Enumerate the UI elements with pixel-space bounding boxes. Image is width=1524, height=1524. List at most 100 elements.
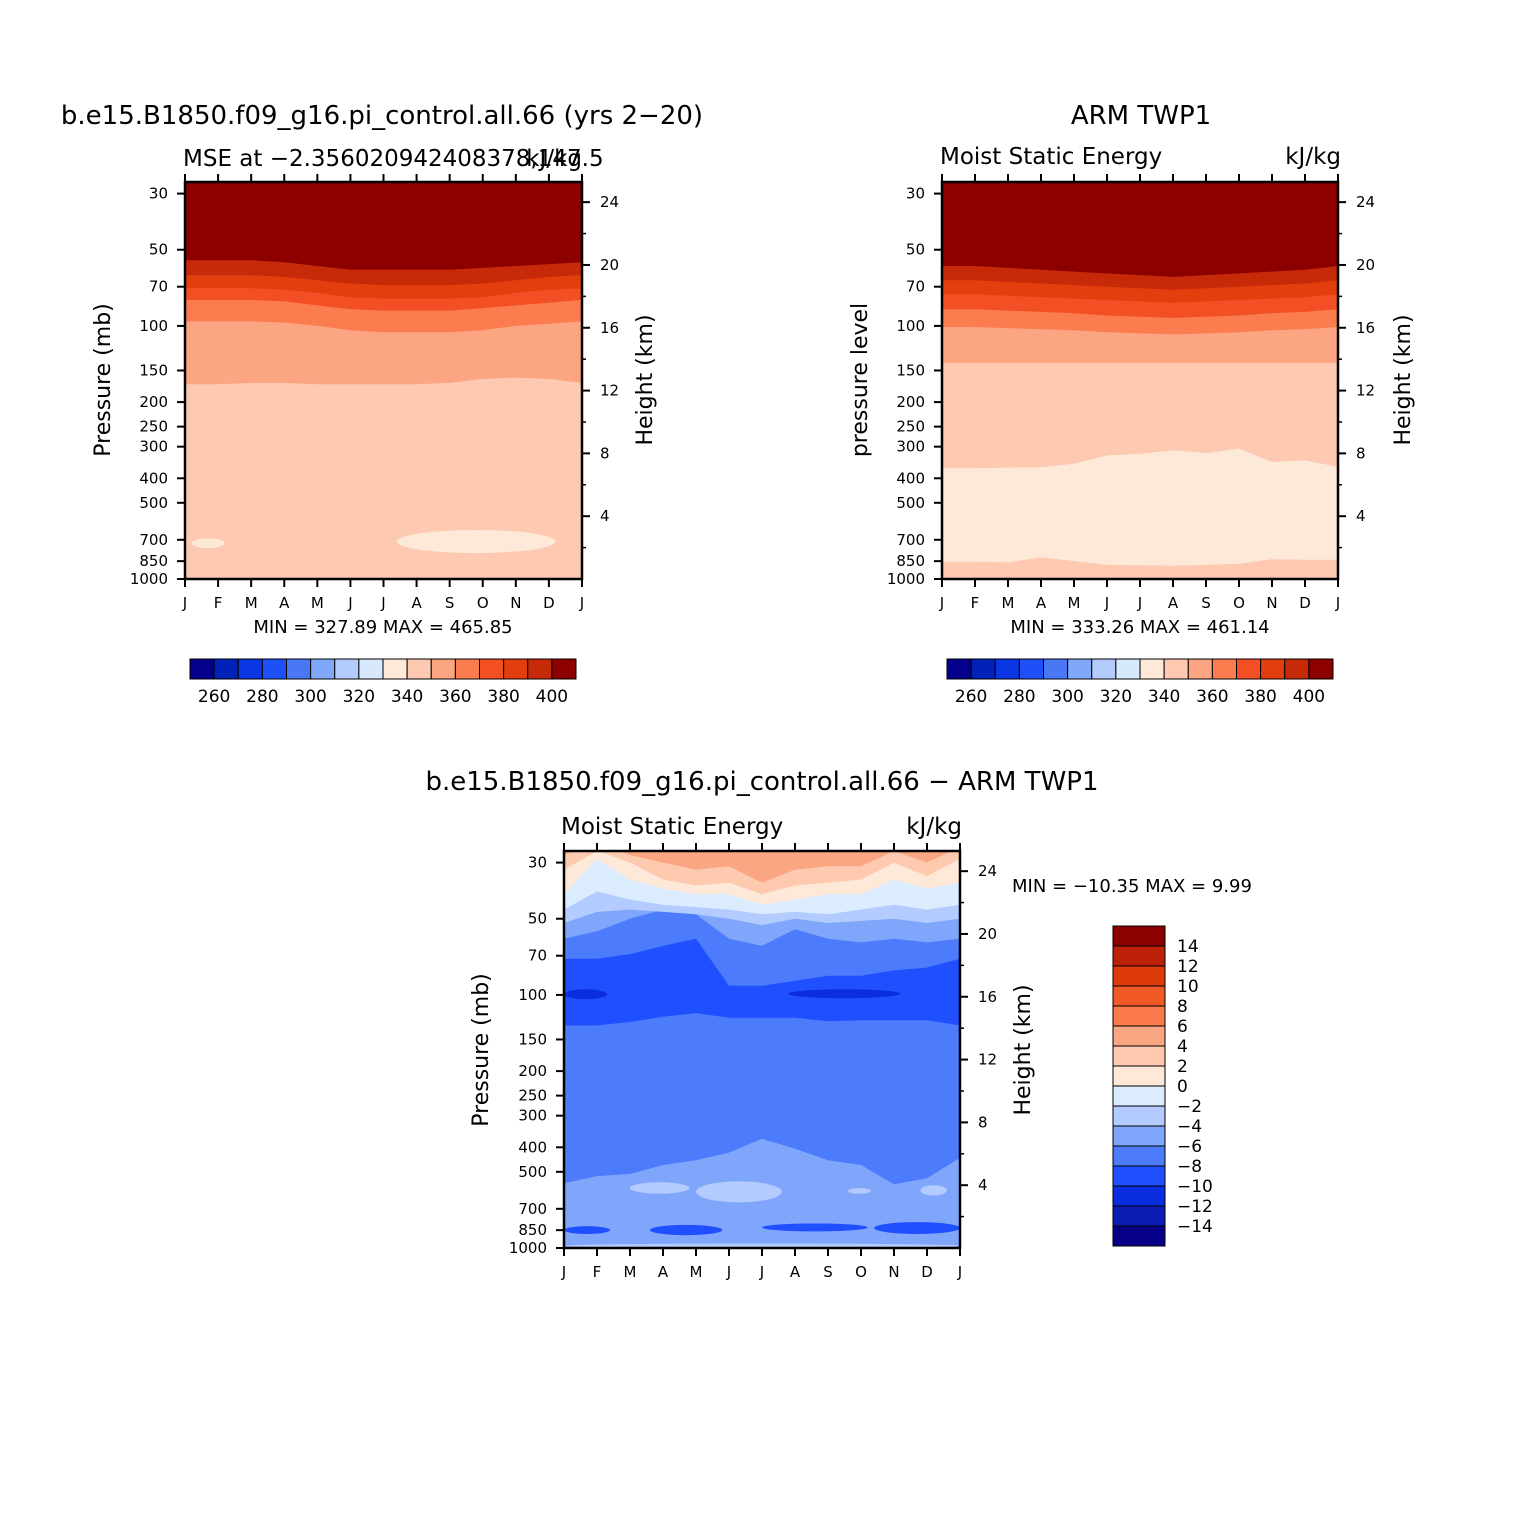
colorbar-label: −2	[1177, 1097, 1202, 1117]
panel-difference-ylabel: Pressure (mb)	[469, 973, 494, 1127]
panel-difference-axes: J F M A M J J A S O N D J 30 50 70 100 150 200 250 300 400 500…	[509, 843, 997, 1281]
contour-region-low-level-cold-band	[874, 1222, 960, 1234]
colorbar-swatch	[237, 658, 263, 680]
height-tick-label: 12	[978, 1051, 997, 1069]
x-tick-label: J	[182, 594, 187, 612]
x-tick-label: A	[1036, 594, 1047, 612]
x-tick-label: J	[726, 1263, 731, 1281]
panel-model-colorbar: 260 280 300 320 340 360 380 400	[189, 658, 577, 707]
x-tick-label: S	[823, 1263, 833, 1281]
colorbar-label: 280	[1003, 687, 1035, 707]
colorbar-swatch	[1112, 1205, 1166, 1227]
colorbar-label: 2	[1177, 1057, 1188, 1077]
y-tick-label: 850	[139, 552, 168, 570]
colorbar-label: 300	[1051, 687, 1083, 707]
colorbar-swatch	[1260, 658, 1286, 680]
colorbar-swatch	[1112, 1005, 1166, 1027]
panel-observation-colorbar: 260 280 300 320 340 360 380 400	[946, 658, 1334, 707]
x-tick-label: N	[888, 1263, 899, 1281]
panel-observation-ylabel: pressure level	[848, 303, 873, 457]
y-tick-label: 1000	[887, 570, 925, 588]
y-tick-label: 250	[139, 418, 168, 436]
height-tick-label: 4	[1356, 507, 1366, 525]
x-tick-label: A	[658, 1263, 669, 1281]
height-tick-label: 24	[978, 862, 997, 880]
x-tick-label: A	[790, 1263, 801, 1281]
colorbar-swatch	[334, 658, 360, 680]
y-tick-label: 300	[139, 438, 168, 456]
contour-region-low-level-cold-band	[649, 1224, 723, 1236]
y-tick-label: 100	[139, 317, 168, 335]
colorbar-swatch	[946, 658, 972, 680]
colorbar-swatch	[1211, 658, 1237, 680]
colorbar-label: 340	[391, 687, 423, 707]
colorbar-swatch	[1112, 1125, 1166, 1147]
y-tick-label: 700	[896, 531, 925, 549]
colorbar-swatch	[1284, 658, 1310, 680]
colorbar-swatch	[406, 658, 432, 680]
colorbar-swatch	[1112, 1105, 1166, 1127]
colorbar-label: 280	[246, 687, 278, 707]
y-tick-label: 50	[906, 241, 925, 259]
colorbar-label: 4	[1177, 1037, 1188, 1057]
x-tick-label: J	[1104, 594, 1109, 612]
x-tick-label: M	[245, 594, 258, 612]
y-tick-label: 700	[518, 1200, 547, 1218]
colorbar-label: 10	[1177, 977, 1199, 997]
panel-difference-contours	[564, 851, 960, 1248]
x-tick-label: J	[957, 1263, 962, 1281]
y-tick-label: 70	[149, 278, 168, 296]
colorbar-swatch	[1236, 658, 1262, 680]
contour-region-low-level-cold-band	[564, 1226, 611, 1234]
x-tick-label: J	[1335, 594, 1340, 612]
x-tick-label: M	[690, 1263, 703, 1281]
colorbar-swatch	[527, 658, 553, 680]
y-tick-label: 150	[139, 361, 168, 379]
panel-difference-stats: MIN = −10.35 MAX = 9.99	[1012, 876, 1252, 897]
x-tick-label: O	[1233, 594, 1245, 612]
colorbar-swatch	[382, 658, 408, 680]
height-tick-label: 8	[1356, 444, 1366, 462]
panel-observation-ylabel-right: Height (km)	[1391, 314, 1416, 445]
panel-observation-stats: MIN = 333.26 MAX = 461.14	[1010, 617, 1269, 638]
colorbar-swatch	[503, 658, 529, 680]
colorbar-swatch	[1112, 945, 1166, 967]
y-tick-label: 50	[149, 241, 168, 259]
y-tick-label: 50	[528, 910, 547, 928]
x-tick-label: M	[1068, 594, 1081, 612]
colorbar-swatch	[1112, 1185, 1166, 1207]
height-tick-label: 12	[1356, 382, 1375, 400]
y-tick-label: 700	[139, 531, 168, 549]
height-tick-label: 8	[600, 444, 610, 462]
x-tick-label: N	[1266, 594, 1277, 612]
x-tick-label: J	[579, 594, 584, 612]
y-tick-label: 400	[518, 1138, 547, 1156]
y-tick-label: 250	[518, 1087, 547, 1105]
panel-model-ylabel: Pressure (mb)	[91, 303, 116, 457]
colorbar-swatch	[454, 658, 480, 680]
y-tick-label: 850	[518, 1221, 547, 1239]
x-tick-label: A	[411, 594, 422, 612]
y-tick-label: 300	[518, 1107, 547, 1125]
x-tick-label: S	[445, 594, 455, 612]
x-tick-label: D	[1299, 594, 1311, 612]
panel-difference: b.e15.B1850.f09_g16.pi_control.all.66 − …	[426, 767, 1252, 1281]
x-tick-label: A	[279, 594, 290, 612]
contour-region-weak-minimum	[396, 529, 556, 554]
contour-region-upper-cold-core	[788, 989, 901, 999]
colorbar-label: 12	[1177, 957, 1199, 977]
x-tick-label: M	[624, 1263, 637, 1281]
colorbar-swatch	[1067, 658, 1093, 680]
x-tick-label: F	[593, 1263, 602, 1281]
contour-band	[942, 182, 1338, 277]
height-tick-label: 24	[1356, 193, 1375, 211]
panel-difference-ylabel-right: Height (km)	[1011, 984, 1036, 1115]
y-tick-label: 850	[896, 552, 925, 570]
colorbar-swatch	[430, 658, 456, 680]
panel-difference-title: b.e15.B1850.f09_g16.pi_control.all.66 − …	[426, 767, 1099, 797]
y-tick-label: 1000	[509, 1239, 547, 1257]
x-tick-label: D	[543, 594, 555, 612]
x-tick-label: J	[1137, 594, 1142, 612]
colorbar-swatch	[261, 658, 287, 680]
